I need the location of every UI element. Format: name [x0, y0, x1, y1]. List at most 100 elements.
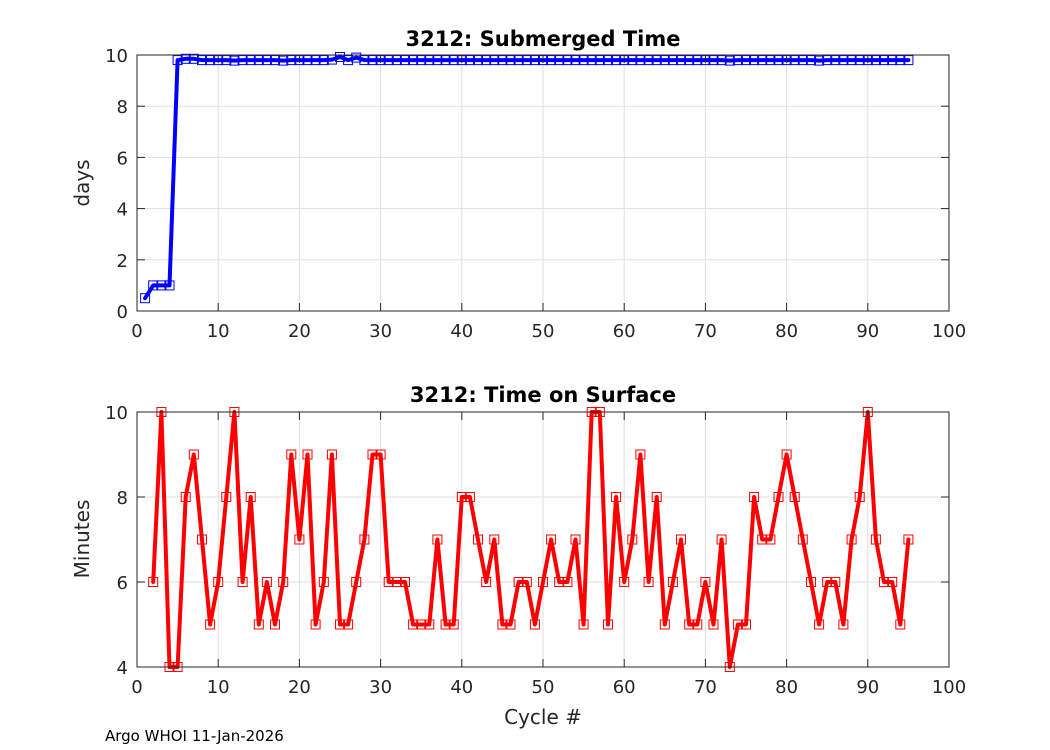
- surface-data-point: [627, 534, 638, 545]
- submerged-data-point: [611, 55, 622, 66]
- surface-data-point: [416, 619, 427, 630]
- submerged-data-point: [692, 55, 703, 66]
- surface-data-point: [830, 577, 841, 587]
- submerged-data-point: [651, 55, 662, 66]
- surface-data-point: [822, 577, 833, 587]
- surface-data-point: [408, 619, 419, 630]
- surface-data-point: [732, 619, 743, 630]
- surface-data-point: [741, 619, 751, 630]
- surface-data-point: [757, 534, 768, 545]
- surface-data-point: [473, 534, 483, 545]
- submerged-data-point: [245, 55, 256, 66]
- surface-data-point: [440, 619, 451, 630]
- submerged-data-point: [359, 55, 370, 66]
- surface-data-point: [180, 492, 191, 502]
- submerged-data-point: [148, 280, 159, 291]
- submerged-data-point: [261, 55, 272, 66]
- surface-data-point: [343, 619, 354, 630]
- submerged-x-tick-label: 20: [288, 321, 311, 342]
- surface-data-point: [294, 534, 305, 545]
- surface-data-point: [188, 449, 199, 460]
- submerged-data-point: [529, 55, 540, 66]
- submerged-data-point: [440, 55, 451, 66]
- surface-data-point: [261, 577, 272, 587]
- submerged-data-point: [302, 55, 313, 66]
- surface-data-point: [245, 492, 256, 502]
- surface-data-point: [383, 577, 394, 587]
- surface-data-point: [546, 534, 557, 545]
- submerged-data-point: [489, 55, 500, 66]
- surface-time-y-label: Minutes: [70, 500, 94, 579]
- submerged-data-point: [773, 55, 784, 66]
- surface-data-point: [148, 577, 159, 587]
- submerged-y-tick-label: 8: [117, 97, 128, 118]
- submerged-data-point: [335, 52, 345, 62]
- surface-data-point: [700, 577, 711, 587]
- submerged-data-point: [513, 55, 524, 66]
- submerged-data-point: [684, 55, 695, 66]
- surface-data-point: [603, 619, 613, 630]
- surface-data-point: [213, 577, 224, 587]
- submerged-x-tick-label: 60: [613, 321, 636, 342]
- submerged-data-point: [765, 55, 776, 66]
- surface-data-point: [448, 619, 459, 630]
- surface-data-point: [789, 492, 800, 502]
- submerged-data-point: [383, 55, 394, 66]
- surface-x-tick-label: 30: [369, 677, 392, 698]
- surface-data-point: [221, 492, 232, 502]
- surface-y-tick-label: 10: [105, 403, 128, 424]
- submerged-x-tick-label: 70: [694, 321, 717, 342]
- submerged-data-point: [838, 55, 849, 66]
- surface-data-point: [538, 577, 548, 587]
- submerged-data-point: [814, 55, 825, 66]
- submerged-data-point: [554, 55, 565, 66]
- submerged-data-point: [594, 55, 605, 66]
- surface-data-point: [326, 449, 337, 460]
- submerged-data-point: [562, 55, 573, 66]
- submerged-data-point: [391, 55, 402, 66]
- submerged-data-point: [400, 55, 410, 66]
- submerged-data-point: [724, 55, 735, 66]
- footer-text: Argo WHOI 11-Jan-2026: [105, 727, 284, 745]
- surface-data-point: [529, 619, 540, 630]
- submerged-data-point: [887, 55, 898, 66]
- surface-data-point: [578, 619, 589, 630]
- surface-data-point: [643, 577, 654, 587]
- surface-x-tick-label: 10: [207, 677, 230, 698]
- surface-data-point: [351, 577, 362, 587]
- submerged-x-tick-label: 90: [856, 321, 879, 342]
- surface-data-point: [765, 534, 776, 545]
- submerged-data-point: [221, 55, 232, 66]
- submerged-data-point: [343, 55, 354, 66]
- submerged-data-point: [156, 280, 167, 291]
- submerged-data-point: [603, 55, 613, 66]
- submerged-data-point: [716, 55, 727, 66]
- surface-data-point: [749, 492, 760, 502]
- surface-data-point: [375, 449, 386, 460]
- submerged-data-point: [188, 53, 199, 64]
- surface-data-point: [895, 619, 906, 630]
- submerged-data-point: [408, 55, 419, 66]
- surface-data-point: [903, 534, 914, 545]
- submerged-data-point: [521, 55, 532, 66]
- surface-data-point: [870, 534, 881, 545]
- submerged-data-point: [270, 55, 280, 66]
- submerged-y-tick-label: 6: [117, 148, 128, 169]
- surface-data-point: [814, 619, 825, 630]
- surface-data-point: [854, 492, 865, 502]
- surface-data-point: [692, 619, 703, 630]
- submerged-data-point: [205, 55, 216, 66]
- submerged-data-point: [473, 55, 483, 66]
- submerged-data-point: [310, 55, 321, 66]
- surface-data-point: [635, 449, 646, 460]
- submerged-data-point: [253, 55, 264, 66]
- surface-data-point: [619, 577, 630, 587]
- submerged-data-point: [627, 55, 638, 66]
- surface-data-point: [400, 577, 410, 587]
- surface-data-point: [302, 449, 313, 460]
- submerged-data-point: [464, 55, 475, 66]
- submerged-data-point: [797, 55, 808, 66]
- submerged-data-point: [197, 55, 207, 66]
- surface-x-tick-label: 90: [856, 677, 879, 698]
